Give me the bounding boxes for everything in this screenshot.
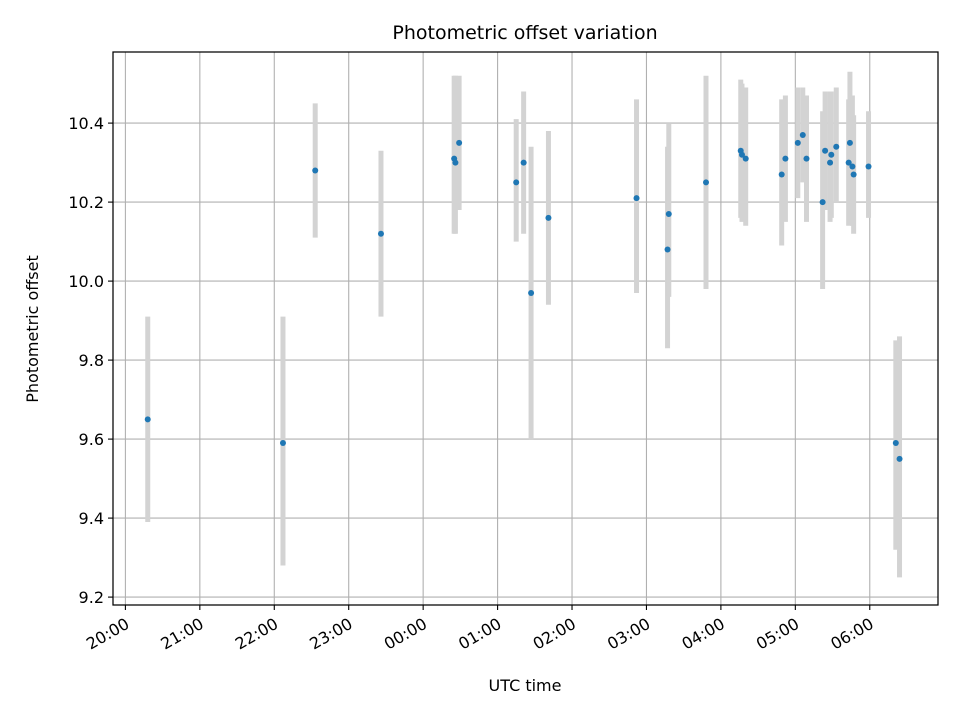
data-points bbox=[144, 131, 903, 462]
data-point bbox=[738, 151, 745, 158]
data-point bbox=[803, 155, 810, 162]
data-point bbox=[849, 163, 856, 170]
data-point bbox=[633, 195, 640, 202]
data-point bbox=[827, 159, 834, 166]
data-point bbox=[545, 214, 552, 221]
data-point bbox=[799, 131, 806, 138]
data-point bbox=[846, 139, 853, 146]
data-point bbox=[892, 440, 899, 447]
grid bbox=[113, 52, 938, 605]
y-tick-label: 10.2 bbox=[68, 193, 104, 212]
data-point bbox=[742, 155, 749, 162]
data-point bbox=[845, 159, 852, 166]
data-point bbox=[513, 179, 520, 186]
y-tick-label: 9.2 bbox=[79, 588, 104, 607]
data-point bbox=[850, 171, 857, 178]
data-point bbox=[377, 230, 384, 237]
y-tick-label: 10.0 bbox=[68, 272, 104, 291]
chart-title: Photometric offset variation bbox=[392, 22, 657, 44]
y-tick-label: 9.4 bbox=[79, 509, 104, 528]
data-point bbox=[144, 416, 151, 423]
data-point bbox=[828, 151, 835, 158]
y-tick-label: 9.6 bbox=[79, 430, 104, 449]
y-tick-label: 9.8 bbox=[79, 351, 104, 370]
data-point bbox=[822, 147, 829, 154]
y-axis-label: Photometric offset bbox=[23, 255, 42, 403]
data-point bbox=[782, 155, 789, 162]
plot-area-frame bbox=[112, 51, 939, 606]
data-point bbox=[279, 440, 286, 447]
data-point bbox=[833, 143, 840, 150]
y-tick-label: 10.4 bbox=[68, 114, 104, 133]
data-point bbox=[456, 139, 463, 146]
data-point bbox=[778, 171, 785, 178]
data-point bbox=[896, 455, 903, 462]
data-point bbox=[665, 210, 672, 217]
data-point bbox=[452, 159, 459, 166]
data-point bbox=[865, 163, 872, 170]
data-point bbox=[528, 289, 535, 296]
data-point bbox=[703, 179, 710, 186]
data-point bbox=[819, 199, 826, 206]
data-point bbox=[312, 167, 319, 174]
data-point bbox=[520, 159, 527, 166]
data-point bbox=[664, 246, 671, 253]
x-axis-label: UTC time bbox=[489, 676, 562, 695]
data-point bbox=[794, 139, 801, 146]
